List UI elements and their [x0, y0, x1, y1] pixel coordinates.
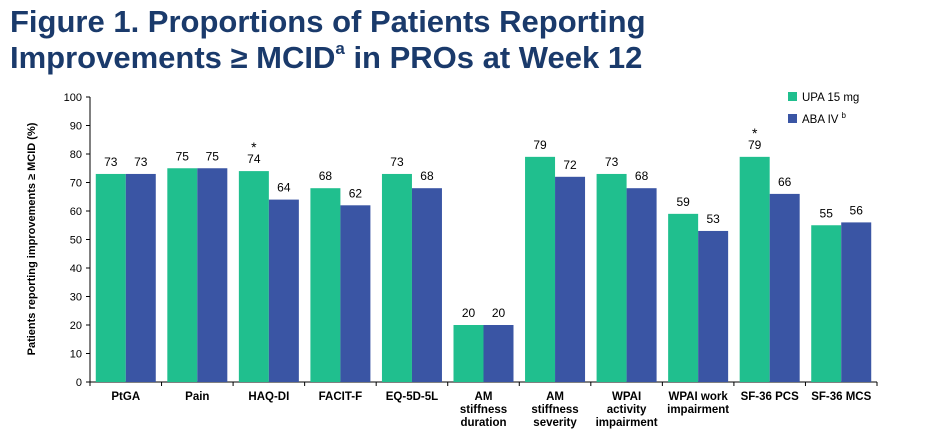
y-tick-label: 90: [70, 121, 82, 133]
bar-aba: [411, 188, 442, 382]
significance-asterisk: *: [752, 125, 758, 141]
bar-upa: [167, 168, 198, 382]
title-line-2-end: in PROs at Week 12: [344, 40, 643, 75]
y-tick-label: 40: [70, 263, 82, 275]
x-category-label: WPAI: [612, 391, 641, 403]
x-category-label: PtGA: [111, 391, 140, 403]
bar-upa: [238, 171, 269, 382]
bar-aba: [841, 222, 872, 382]
y-tick-label: 100: [64, 92, 82, 104]
legend-label: ABA IV b: [802, 111, 846, 126]
bar-upa: [525, 156, 556, 382]
bar-value-label: 55: [820, 206, 834, 220]
x-category-label: activity: [607, 404, 647, 416]
bar-aba: [555, 176, 586, 382]
legend-swatch: [788, 92, 797, 101]
x-category-label: impairment: [667, 404, 729, 416]
x-category-label: EQ-5D-5L: [386, 391, 438, 403]
x-category-label: WPAI work: [669, 391, 729, 403]
x-category-label: stiffness: [460, 404, 507, 416]
bar-aba: [340, 205, 371, 382]
bar-aba: [626, 188, 657, 382]
bar-value-label: 73: [390, 155, 404, 169]
figure-title: Figure 1. Proportions of Patients Report…: [10, 4, 646, 76]
y-axis-label: Patients reporting improvements ≥ MCID (…: [26, 122, 38, 355]
bar-value-label: 59: [676, 195, 690, 209]
bar-value-label: 53: [706, 212, 720, 226]
legend-swatch: [788, 114, 797, 123]
bar-aba: [769, 193, 800, 382]
title-line-1: Figure 1. Proportions of Patients Report…: [10, 4, 646, 39]
bar-value-label: 66: [778, 175, 792, 189]
x-category-label: impairment: [596, 417, 658, 429]
bar-aba: [698, 230, 729, 382]
x-category-label: HAQ-DI: [248, 391, 289, 403]
bar-value-label: 79: [533, 138, 547, 152]
y-tick-label: 60: [70, 206, 82, 218]
bar-value-label: 74: [247, 152, 261, 166]
x-category-label: Pain: [185, 391, 209, 403]
y-tick-label: 70: [70, 178, 82, 190]
bar-upa: [596, 173, 627, 382]
bar-value-label: 68: [420, 169, 434, 183]
x-category-label: SF-36 MCS: [811, 391, 871, 403]
bar-upa: [453, 325, 484, 382]
significance-asterisk: *: [251, 139, 257, 155]
x-category-label: stiffness: [531, 404, 578, 416]
bar-value-label: 75: [176, 149, 190, 163]
x-category-label: AM: [475, 391, 493, 403]
title-superscript: a: [335, 39, 345, 58]
bar-value-label: 56: [850, 203, 864, 217]
bar-value-label: 73: [605, 155, 619, 169]
x-category-label: duration: [461, 417, 507, 429]
bar-upa: [739, 156, 770, 382]
x-category-label: AM: [546, 391, 564, 403]
bar-upa: [381, 173, 412, 382]
y-tick-label: 50: [70, 235, 82, 247]
bar-value-label: 73: [104, 155, 118, 169]
y-tick-label: 20: [70, 320, 82, 332]
x-category-label: FACIT-F: [319, 391, 362, 403]
y-tick-label: 30: [70, 292, 82, 304]
y-tick-label: 10: [70, 349, 82, 361]
bar-value-label: 68: [319, 169, 333, 183]
title-line-2: Improvements ≥ MCID: [10, 40, 336, 75]
bar-aba: [125, 173, 156, 382]
bar-value-label: 75: [206, 149, 220, 163]
y-tick-label: 0: [76, 377, 82, 389]
bar-upa: [811, 225, 842, 382]
bar-value-label: 68: [635, 169, 649, 183]
legend-label: UPA 15 mg: [802, 92, 859, 104]
bar-upa: [668, 213, 699, 382]
x-category-label: severity: [533, 417, 577, 429]
bar-value-label: 72: [563, 158, 577, 172]
bar-value-label: 64: [277, 181, 291, 195]
x-category-label: SF-36 PCS: [741, 391, 799, 403]
y-tick-label: 80: [70, 149, 82, 161]
bar-value-label: 73: [134, 155, 148, 169]
bar-value-label: 20: [492, 306, 506, 320]
bar-aba: [483, 325, 514, 382]
bar-upa: [310, 188, 341, 382]
bar-value-label: 20: [462, 306, 476, 320]
bar-value-label: 62: [349, 186, 363, 200]
bar-aba: [197, 168, 228, 382]
bar-upa: [95, 173, 126, 382]
bar-value-label: 79: [748, 138, 762, 152]
bar-aba: [268, 199, 299, 382]
